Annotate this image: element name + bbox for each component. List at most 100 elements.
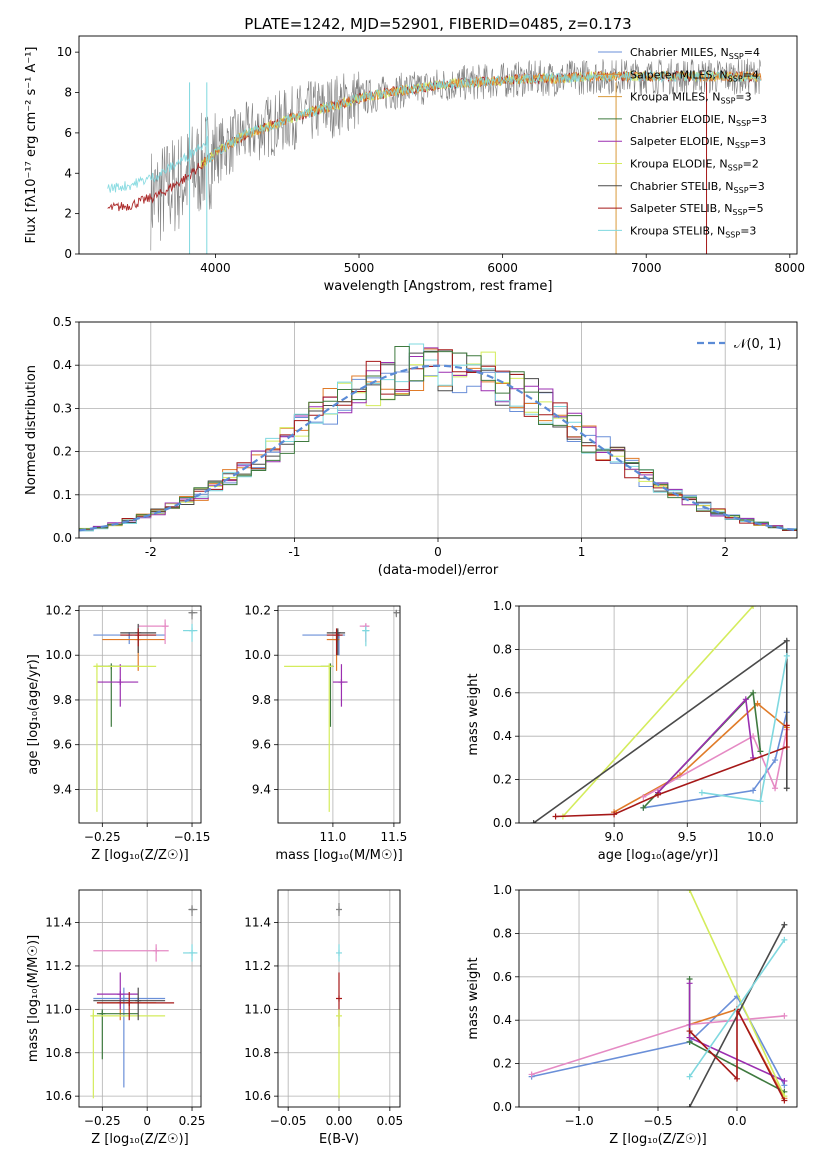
y-tick-label: 10.6 (244, 1089, 271, 1103)
legend-label: Kroupa STELIB, N (630, 224, 725, 237)
y-tick-label: 11.4 (244, 916, 271, 930)
y-tick-label: 0.2 (493, 773, 512, 787)
data-point (336, 949, 342, 956)
series-marker (750, 606, 757, 609)
x-tick-label: 7000 (631, 261, 662, 275)
x-tick-label: -1 (288, 545, 300, 559)
legend-sub: SSP (720, 97, 735, 106)
y-tick-label: 0.4 (53, 358, 72, 372)
y-tick-label: 1.0 (493, 883, 512, 897)
legend-entry: Kroupa ELODIE, NSSP=2 (630, 158, 759, 173)
data-point (189, 627, 196, 634)
legend-label: Kroupa ELODIE, N (630, 158, 728, 171)
axes-frame (518, 605, 798, 824)
legend-entry: Kroupa MILES, NSSP=3 (630, 91, 752, 106)
panel-massweight_vs_age: 9.0 9.5 10.0 0.0 0.2 0.4 0.6 0.8 1.0 age [log₁₀(a… (466, 599, 798, 863)
series-marker (754, 700, 761, 707)
legend-entry: Salpeter ELODIE, NSSP=3 (630, 135, 766, 150)
series-marker (781, 936, 788, 943)
data-point (126, 999, 133, 1006)
y-tick-label: 0.2 (493, 1057, 512, 1071)
series-marker (686, 1104, 693, 1107)
data-point (326, 663, 333, 670)
legend-label: Chabrier ELODIE, N (630, 113, 736, 126)
series-marker (686, 890, 693, 893)
data-point (93, 663, 100, 670)
legend-sub: SSP (732, 208, 747, 217)
hist-chabrier_elodie (79, 346, 797, 531)
axes-frame (518, 889, 798, 1108)
series-marker (742, 696, 749, 703)
legend-n: =3 (740, 224, 756, 237)
legend-label: Kroupa MILES, N (630, 91, 720, 104)
y-tick-label: 10.8 (244, 1046, 271, 1060)
data-point (336, 1012, 342, 1019)
panel-mass_vs_Z: −0.25 0 0.25 10.6 10.8 11.0 11.2 11.4 Z [log₁₀(Z… (26, 889, 205, 1147)
legend: 𝒩(0, 1) (697, 337, 781, 352)
series-marker (686, 1034, 693, 1041)
x-tick-label: 9.0 (605, 830, 624, 844)
spectrum-data-line (150, 58, 762, 251)
y-axis-label: mass weight (466, 673, 481, 755)
y-tick-label: 0.8 (493, 926, 512, 940)
series-line (688, 939, 786, 1078)
y-tick-label: 10.6 (45, 1089, 72, 1103)
legend-label: Chabrier MILES, N (630, 46, 729, 59)
y-tick-label: 0.5 (53, 315, 72, 329)
x-axis-label: Z [log₁₀(Z/Z☉)] (609, 1132, 706, 1147)
series-marker (698, 789, 705, 796)
series-line (533, 639, 788, 823)
y-tick-label: 1.0 (493, 599, 512, 613)
axes: 11.0 11.5 9.4 9.6 9.8 10.0 10.2 mass [log₁₀(M/M… (244, 603, 407, 863)
legend-n: =5 (747, 202, 763, 215)
x-tick-label: 6000 (487, 261, 518, 275)
y-tick-label: 9.6 (252, 738, 271, 752)
series-marker (528, 1071, 535, 1078)
data-point (189, 906, 196, 913)
panel-residuals: -2 -1 0 1 2 0.0 0.1 0.2 0.3 0.4 0.5 (data-model)/er… (24, 315, 798, 578)
data-point (362, 627, 369, 634)
axes-frame (78, 889, 202, 1108)
x-tick-label: −0.25 (84, 830, 121, 844)
data-point (189, 949, 196, 956)
y-tick-label: 0.0 (493, 1100, 512, 1114)
y-tick-label: 9.8 (53, 693, 72, 707)
x-axis-label: age [log₁₀(age/yr)] (598, 848, 719, 863)
y-tick-label: 0.0 (53, 531, 72, 545)
series-marker (783, 785, 790, 792)
data-point (117, 991, 124, 998)
y-tick-label: 11.2 (244, 959, 271, 973)
series-marker (686, 980, 693, 987)
series-marker (781, 1097, 788, 1104)
legend-sub: SSP (734, 186, 749, 195)
series-line (688, 890, 786, 1097)
series-marker (611, 811, 618, 818)
legend-label: Salpeter STELIB, N (630, 202, 732, 215)
axes-frame (277, 889, 401, 1108)
y-axis-label: mass weight (466, 957, 481, 1039)
legend-sub: SSP (736, 119, 751, 128)
x-axis-label: Z [log₁₀(Z/Z☉)] (91, 848, 188, 863)
legend-n: =3 (749, 180, 765, 193)
y-tick-label: 10.0 (244, 648, 271, 662)
x-tick-label: 0.05 (376, 1114, 403, 1128)
x-tick-label: −1.0 (564, 1114, 593, 1128)
series-marker (757, 798, 764, 805)
legend-n: =4 (744, 46, 760, 59)
panel-age_vs_Z: −0.25 −0.15 9.4 9.6 9.8 10.0 10.2 Z [log₁₀(Z/Z☉… (26, 603, 210, 863)
series-marker (772, 785, 779, 792)
data-point (117, 679, 124, 686)
x-tick-label: −0.5 (643, 1114, 672, 1128)
y-tick-label: 9.4 (53, 782, 72, 796)
y-axis-label: mass [log₁₀(M/M☉)] (26, 935, 41, 1062)
y-tick-label: 11.0 (45, 1002, 72, 1016)
x-tick-label: 0.0 (727, 1114, 746, 1128)
data-point (90, 1012, 97, 1019)
y-axis-label: age [log₁₀(age/yr)] (26, 654, 41, 775)
x-axis-label: mass [log₁₀(M/M☉)] (275, 848, 402, 863)
axes: 9.0 9.5 10.0 0.0 0.2 0.4 0.6 0.8 1.0 age [log₁₀(a… (466, 599, 798, 863)
y-tick-label: 9.4 (252, 782, 271, 796)
axes-frame (78, 605, 202, 824)
